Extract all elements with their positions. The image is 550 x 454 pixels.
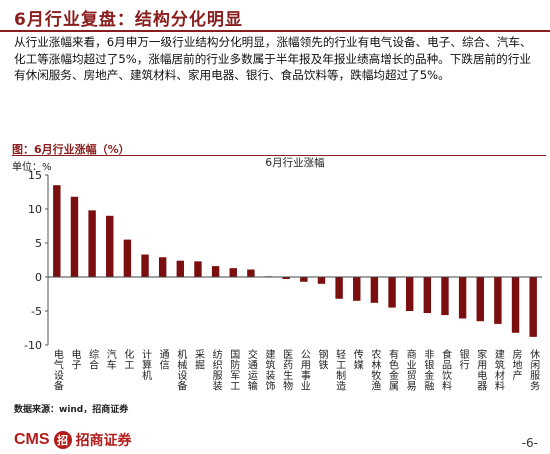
title-divider <box>0 30 550 32</box>
page-number: -6- <box>521 436 538 450</box>
x-tick-label: 国防军工 <box>228 349 240 391</box>
bar <box>211 266 220 277</box>
x-tick-label: 建筑材料 <box>492 348 504 392</box>
x-tick-label: 传媒 <box>351 349 363 371</box>
page-title: 6月行业复盘：结构分化明显 <box>14 10 243 30</box>
unit-label: 单位：% <box>12 162 52 173</box>
brand-logo: CMS 招 招商证券 <box>14 430 132 450</box>
bar <box>405 277 414 311</box>
figure-heading: 图：6月行业涨幅（%） <box>12 143 130 156</box>
bar <box>247 269 255 277</box>
source-note: 数据来源：wind，招商证券 <box>14 405 129 415</box>
x-tick-label: 电气设备 <box>51 348 63 392</box>
chart-title: 6月行业涨幅 <box>265 156 324 169</box>
logo-cms-text: CMS <box>14 431 50 448</box>
y-tick-label: -5 <box>31 305 42 318</box>
x-tick-label: 建筑装饰 <box>263 348 275 392</box>
bar <box>423 277 432 314</box>
bar <box>282 277 290 280</box>
x-tick-label: 公用事业 <box>298 349 310 391</box>
x-tick-label: 银行 <box>457 348 469 371</box>
x-tick-label: 休闲服务 <box>528 349 540 392</box>
x-tick-label: 采掘 <box>192 349 204 371</box>
bar <box>158 257 167 277</box>
bar <box>229 268 237 277</box>
bar <box>53 185 61 277</box>
bar <box>353 277 361 301</box>
x-tick-label: 纺织服装 <box>210 348 222 392</box>
bar <box>476 277 484 322</box>
bar <box>388 277 396 308</box>
bar <box>88 210 96 277</box>
y-tick-label: -10 <box>24 339 42 352</box>
bar <box>335 277 343 299</box>
y-tick-label: 0 <box>35 271 42 284</box>
x-tick-label: 有色金属 <box>387 348 399 392</box>
y-tick-label: 10 <box>28 203 42 216</box>
x-tick-label: 计算机 <box>140 348 152 381</box>
bar <box>194 261 202 277</box>
bar <box>70 196 79 277</box>
y-tick-label: 5 <box>35 237 42 250</box>
bar <box>494 277 502 324</box>
bar <box>106 215 114 277</box>
x-tick-label: 房地产 <box>510 348 522 381</box>
bar <box>123 239 132 277</box>
bar <box>176 260 185 277</box>
x-tick-label: 家用电器 <box>475 348 487 392</box>
bar <box>141 254 149 277</box>
body-paragraph: 从行业涨幅来看，6月申万一级行业结构分化明显，涨幅领先的行业有电气设备、电子、综… <box>14 35 532 82</box>
bar <box>300 277 308 282</box>
x-tick-label: 通信 <box>157 349 169 371</box>
bar <box>458 277 467 319</box>
chart-container: 图：6月行业涨幅（%） 单位：% 6月行业涨幅 15 10 5 0 -5 -10 电气设备 电子… <box>12 141 546 393</box>
bar <box>317 277 326 284</box>
x-tick-label: 轻工制造 <box>334 348 346 391</box>
x-tick-label: 非银金融 <box>422 349 434 392</box>
x-tick-label: 钢铁 <box>316 348 328 371</box>
bar <box>529 277 537 337</box>
x-tick-label: 综合 <box>87 348 99 371</box>
logo-company-name: 招商证券 <box>75 433 132 449</box>
x-tick-label: 农林牧渔 <box>369 348 381 392</box>
y-tick-label: 15 <box>28 169 42 182</box>
figure-heading-rule <box>12 155 546 156</box>
x-tick-label: 汽车 <box>104 348 116 371</box>
logo-mark-icon: 招 <box>53 431 72 449</box>
x-tick-label: 医药生物 <box>281 349 293 392</box>
x-tick-label: 交通运输 <box>245 348 257 392</box>
bar <box>370 277 379 303</box>
bar-chart: 6月行业涨幅 15 10 5 0 -5 -10 电气设备 电子 综合 汽车 化工 计算机 通信 机械设备 采掘… <box>24 156 542 392</box>
x-tick-label: 商业贸易 <box>404 348 416 392</box>
x-tick-label: 机械设备 <box>175 348 187 392</box>
x-tick-label: 食品饮料 <box>439 348 451 392</box>
x-tick-label: 化工 <box>122 348 134 370</box>
bar <box>511 277 520 333</box>
bar <box>441 277 449 316</box>
x-tick-label: 电子 <box>69 348 81 370</box>
